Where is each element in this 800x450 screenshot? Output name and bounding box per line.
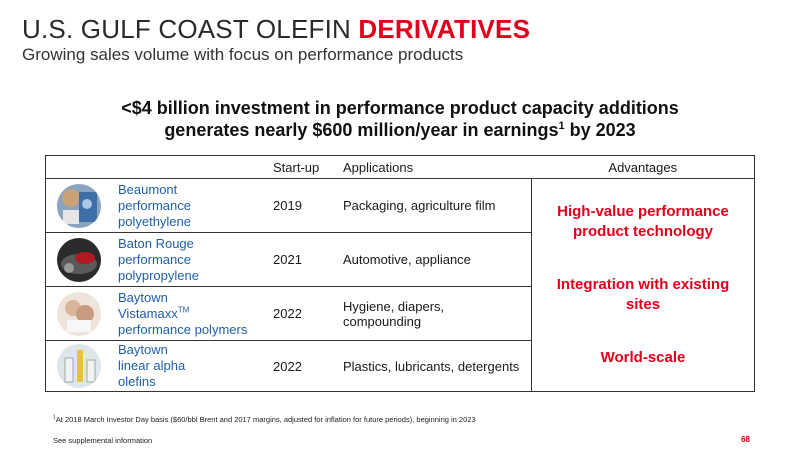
page-number: 68 xyxy=(741,435,750,444)
advantage-integration: Integration with existing sites xyxy=(556,275,730,313)
product-line-2: linear alpha xyxy=(118,358,186,373)
automotive-photo-icon xyxy=(57,237,101,282)
projects-table: Start-up Applications Advantages Beaumon… xyxy=(45,155,755,392)
headline-line-2b: by 2023 xyxy=(564,120,636,140)
applications: Automotive, appliance xyxy=(337,232,532,287)
headline-footnote-ref: 1 xyxy=(558,120,565,132)
row-image-cell xyxy=(45,178,112,233)
product-name: Beaumont performance polyethylene xyxy=(112,178,267,233)
advantages-list: High-value performance product technolog… xyxy=(544,185,742,385)
product-line-3: olefins xyxy=(118,374,156,389)
header-startup: Start-up xyxy=(267,155,337,179)
startup-year: 2022 xyxy=(267,286,337,341)
product-line-1: Baytown xyxy=(118,289,168,305)
table-row: Baytown VistamaxxTM performance polymers… xyxy=(45,286,755,341)
header-applications: Applications xyxy=(337,155,532,179)
footnote-text: At 2018 March Investor Day basis ($60/bb… xyxy=(55,415,476,424)
title-accent: DERIVATIVES xyxy=(358,14,531,44)
advantages-cell: High-value performance product technolog… xyxy=(531,178,755,392)
table-row: Baytown linear alpha olefins 2022 Plasti… xyxy=(45,340,755,392)
header-product-cell xyxy=(112,155,267,179)
header-advantages: Advantages xyxy=(531,155,755,179)
advantage-scale: World-scale xyxy=(600,349,686,367)
startup-year: 2021 xyxy=(267,232,337,287)
product-name: Baytown VistamaxxTM performance polymers xyxy=(112,286,267,341)
product-line-2: performance xyxy=(118,251,191,267)
hygiene-photo-icon xyxy=(57,291,101,336)
table-header-row: Start-up Applications Advantages xyxy=(45,155,755,179)
headline-line-2a: generates nearly $600 million/year in ea… xyxy=(164,120,559,140)
product-name: Baton Rouge performance polypropylene xyxy=(112,232,267,287)
supplemental-info: See supplemental information xyxy=(53,436,153,445)
product-name: Baytown linear alpha olefins xyxy=(112,340,267,392)
product-line-1: Baytown xyxy=(118,342,168,357)
table-row: Baton Rouge performance polypropylene 20… xyxy=(45,232,755,287)
footnote: 1At 2018 March Investor Day basis ($60/b… xyxy=(53,415,476,424)
table-row: Beaumont performance polyethylene 2019 P… xyxy=(45,178,755,392)
footnote-marker: 1 xyxy=(53,414,56,421)
row-image-cell xyxy=(45,232,112,287)
product-brand: Vistamaxx xyxy=(118,305,178,321)
product-line-3: polyethylene xyxy=(118,213,191,229)
slide-subtitle: Growing sales volume with focus on perfo… xyxy=(22,45,464,64)
headline-line-1: <$4 billion investment in performance pr… xyxy=(121,98,679,118)
applications: Packaging, agriculture film xyxy=(337,178,532,233)
row-image-cell xyxy=(45,286,112,341)
product-line-3: performance polymers xyxy=(118,321,248,337)
headline: <$4 billion investment in performance pr… xyxy=(0,97,800,141)
lab-bottles-photo-icon xyxy=(57,344,101,388)
row-image-cell xyxy=(45,340,112,392)
product-line-3: polypropylene xyxy=(118,267,199,283)
product-line-2: performance xyxy=(118,197,191,213)
title-main: U.S. GULF COAST OLEFIN xyxy=(22,14,359,44)
polyethylene-photo-icon xyxy=(57,183,101,228)
trademark-mark: TM xyxy=(177,305,190,315)
startup-year: 2022 xyxy=(267,340,337,392)
slide-title: U.S. GULF COAST OLEFIN DERIVATIVES xyxy=(22,14,530,44)
applications: Hygiene, diapers, compounding xyxy=(337,286,532,341)
startup-year: 2019 xyxy=(267,178,337,233)
product-line-1: Beaumont xyxy=(118,181,178,197)
headline-line-2: generates nearly $600 million/year in ea… xyxy=(0,119,800,141)
advantage-technology: High-value performance product technolog… xyxy=(557,202,729,240)
header-image-cell xyxy=(45,155,112,179)
applications: Plastics, lubricants, detergents xyxy=(337,340,532,392)
product-line-2: VistamaxxTM xyxy=(118,306,261,322)
product-line-1: Baton Rouge xyxy=(118,235,194,251)
